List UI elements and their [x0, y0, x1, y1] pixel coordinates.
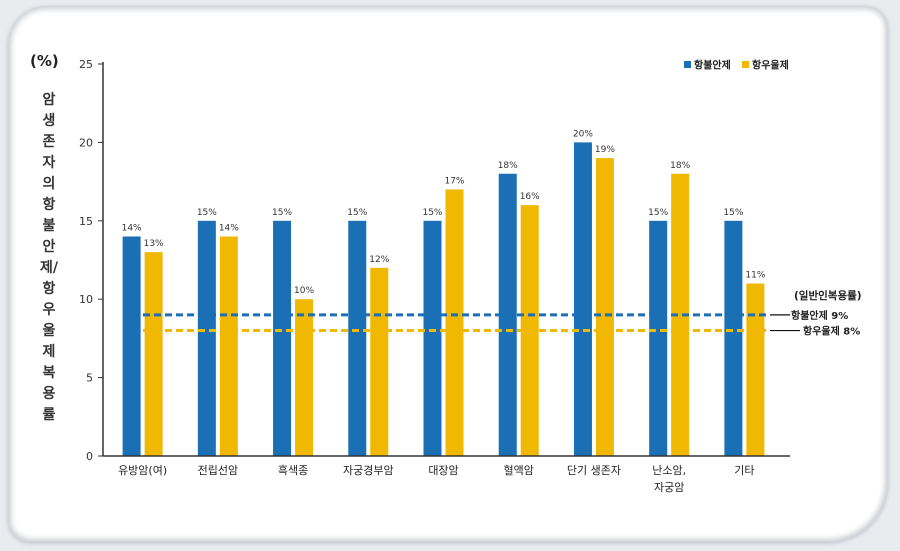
- y-tick-label: 5: [86, 372, 93, 385]
- bar-anxiolytic: [122, 236, 141, 456]
- bar-antidepressant: [595, 158, 614, 456]
- x-tick-label: 혈액암: [504, 463, 534, 477]
- bar-value-label: 16%: [520, 192, 540, 202]
- bar-value-label: 20%: [573, 129, 593, 139]
- bar-antidepressant: [746, 283, 765, 456]
- x-tick-label: 자궁암: [654, 481, 684, 494]
- bar-value-label: 12%: [369, 255, 389, 265]
- bar-value-label: 15%: [648, 208, 668, 218]
- bars-layer: 14%13%15%14%15%10%15%12%15%17%18%16%20%1…: [122, 129, 766, 456]
- legend-label: 항우울제: [752, 59, 789, 72]
- bar-anxiolytic: [348, 220, 367, 456]
- x-tick-label: 전립선암: [198, 464, 238, 477]
- bar-value-label: 15%: [422, 208, 442, 218]
- y-tick-label: 25: [79, 58, 93, 71]
- y-tick-label: 15: [79, 215, 93, 228]
- bar-value-label: 10%: [294, 286, 314, 296]
- bar-value-label: 15%: [197, 208, 217, 218]
- bar-antidepressant: [370, 267, 389, 456]
- x-tick-label: 유방암(여): [118, 464, 167, 477]
- legend-label: 항불안제: [694, 59, 731, 72]
- bar-anxiolytic: [649, 220, 668, 456]
- x-tick-label: 난소암,: [652, 464, 686, 477]
- y-tick-label: 0: [86, 450, 93, 463]
- reference-line-label: 항우울제 8%: [803, 325, 860, 338]
- bar-antidepressant: [219, 236, 238, 456]
- bar-value-label: 18%: [670, 161, 690, 171]
- bar-value-label: 11%: [745, 271, 765, 281]
- bar-antidepressant: [671, 173, 690, 456]
- bar-value-label: 17%: [444, 176, 464, 186]
- legend-swatch: [684, 61, 691, 68]
- y-axis-title: 암생존자의 항불안제/항우울제 복용률: [40, 92, 61, 423]
- bar-antidepressant: [295, 299, 314, 456]
- bar-value-label: 14%: [122, 223, 142, 233]
- reference-title: (일반인복용률): [794, 289, 862, 302]
- bar-anxiolytic: [273, 220, 292, 456]
- bar-anxiolytic: [724, 220, 743, 456]
- x-tick-label: 흑색종: [278, 463, 308, 477]
- bar-value-label: 15%: [723, 208, 743, 218]
- x-tick-label: 대장암: [428, 464, 458, 477]
- bar-anxiolytic: [423, 220, 442, 456]
- y-unit-label: (%): [30, 52, 59, 70]
- bar-value-label: 18%: [498, 161, 518, 171]
- axes-layer: 0 5 10 15 20 25 유방암(여) 전립선암 흑색종 자궁경부암 대장암 혈액암 단기 생존자…: [79, 58, 790, 494]
- x-tick-label: 자궁경부암: [343, 464, 394, 477]
- reference-line-label: 항불안제 9%: [791, 309, 848, 322]
- bar-value-label: 14%: [219, 223, 239, 233]
- x-tick-label: 단기 생존자: [567, 464, 621, 477]
- x-tick-label: 기타: [734, 464, 754, 477]
- y-tick-label: 10: [79, 293, 93, 306]
- reference-lines-layer: 항불안제 9% 항우울제 8% (일반인복용률): [143, 289, 862, 338]
- bar-value-label: 13%: [144, 239, 164, 249]
- legend: 항불안제 항우울제: [684, 59, 789, 72]
- bar-antidepressant: [445, 189, 464, 456]
- y-tick-label: 20: [79, 136, 93, 149]
- legend-swatch: [742, 61, 749, 68]
- bar-anxiolytic: [197, 220, 216, 456]
- bar-value-label: 15%: [347, 208, 367, 218]
- bar-anxiolytic: [573, 142, 592, 456]
- bar-antidepressant: [144, 252, 163, 456]
- bar-value-label: 19%: [595, 145, 615, 155]
- bar-value-label: 15%: [272, 208, 292, 218]
